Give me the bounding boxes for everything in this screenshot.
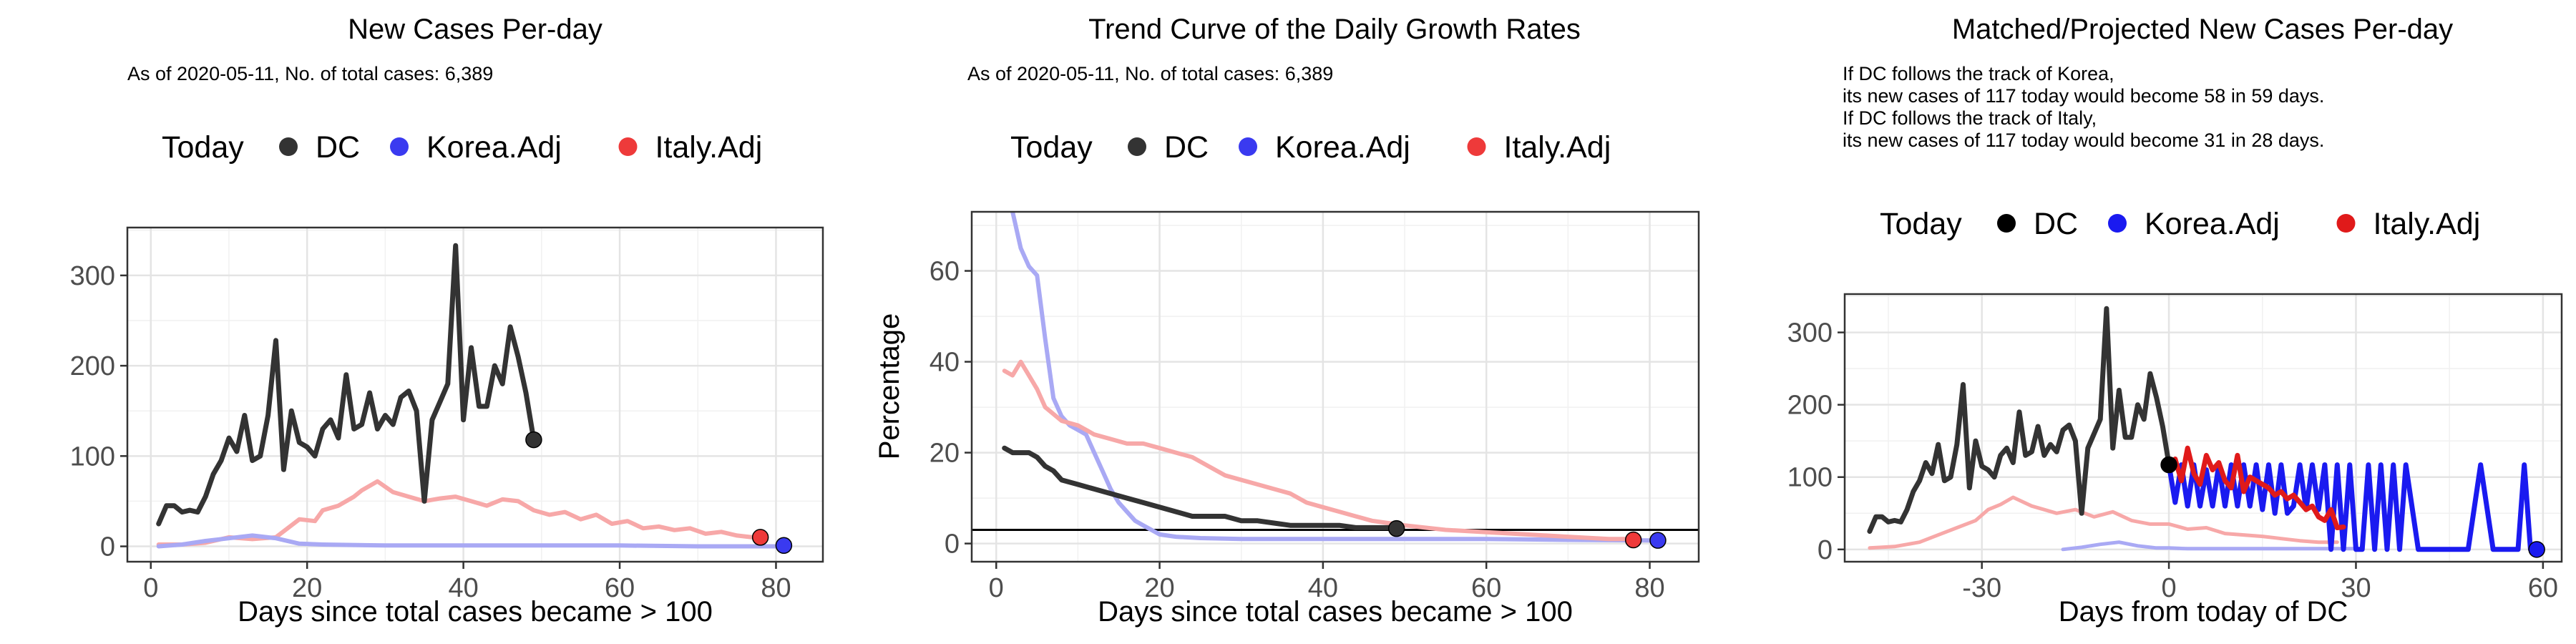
panel-1-y-tick-label: 200 bbox=[70, 351, 115, 381]
panel-1-x-tick-label: 80 bbox=[761, 573, 791, 603]
panel-2-point-italy-adj bbox=[1624, 531, 1642, 549]
panel-1-x-axis-label: Days since total cases became > 100 bbox=[238, 596, 713, 628]
panel-1-title: New Cases Per-day bbox=[348, 14, 602, 45]
panel-2-legend-title: Today bbox=[1010, 130, 1093, 165]
panel-2-legend-key-korea-adj bbox=[1239, 137, 1257, 156]
panel-3-plot-background bbox=[1845, 294, 2562, 562]
panel-3-series-korea-adj bbox=[2166, 462, 2540, 552]
panel-1-x-tick-label: 60 bbox=[605, 573, 635, 603]
panel-3-subtitle-line: If DC follows the track of Italy, bbox=[1843, 107, 2097, 129]
panel-2-y-tick-label: 60 bbox=[930, 257, 960, 287]
panel-3-legend-key-italy-adj bbox=[2336, 214, 2356, 233]
panel-1-subtitle-line: As of 2020-05-11, No. of total cases: 6,… bbox=[127, 63, 493, 84]
panel-3-x-tick-label: 0 bbox=[2162, 573, 2177, 603]
panel-3-point-korea-adj bbox=[2528, 541, 2545, 558]
panel-2-panel-border bbox=[970, 210, 1700, 563]
panel-2-series-dc bbox=[1002, 445, 1400, 532]
panel-1-legend-label: Italy.Adj bbox=[655, 130, 763, 165]
panel-3-point-dc bbox=[2160, 456, 2177, 474]
panel-1-legend-title: Today bbox=[162, 130, 244, 165]
panel-3-y-tick-label: 300 bbox=[1787, 318, 1833, 348]
panel-1-legend-key-dc bbox=[279, 137, 298, 156]
panel-3-y-tick-label: 200 bbox=[1787, 391, 1833, 421]
panel-3-panel-border bbox=[1843, 293, 2563, 563]
panel-1-legend-label: Korea.Adj bbox=[426, 130, 562, 165]
panel-1-panel-border bbox=[126, 226, 824, 563]
panel-3-legend-title: Today bbox=[1880, 207, 1962, 241]
panel-1-point-korea-adj bbox=[775, 537, 793, 555]
panel-2-y-tick-label: 0 bbox=[945, 530, 960, 560]
panel-2-y-tick-label: 40 bbox=[930, 348, 960, 378]
panel-1-y-tick-label: 100 bbox=[70, 441, 115, 472]
panel-2-x-axis-label: Days since total cases became > 100 bbox=[1098, 596, 1573, 628]
panel-3-subtitle-line: its new cases of 117 today would become … bbox=[1843, 85, 2324, 107]
panel-3-x-tick-label: -30 bbox=[1962, 573, 2001, 603]
panel-2-legend-key-italy-adj bbox=[1467, 137, 1486, 156]
panel-2-series-korea-adj bbox=[1010, 212, 1660, 543]
panel-2-point-dc bbox=[1387, 519, 1405, 537]
panel-1-legend-key-italy-adj bbox=[618, 137, 638, 156]
panel-2-legend-key-dc bbox=[1128, 137, 1146, 156]
panel-3-legend-key-korea-adj bbox=[2108, 214, 2127, 233]
panel-2-x-tick-label: 20 bbox=[1144, 573, 1174, 603]
panel-3-y-tick-label: 0 bbox=[1818, 535, 1833, 565]
panel-3-legend-label: Korea.Adj bbox=[2145, 207, 2280, 241]
panel-2-x-tick-label: 0 bbox=[989, 573, 1004, 603]
panel-2-x-tick-label: 80 bbox=[1634, 573, 1664, 603]
panel-1-legend-label: DC bbox=[316, 130, 360, 165]
panel-3-series-italy-adj bbox=[2166, 445, 2346, 530]
panel-1-point-dc bbox=[525, 431, 542, 449]
panel-2-series-italy-adj bbox=[1002, 359, 1636, 542]
panel-1-x-tick-label: 0 bbox=[143, 573, 158, 603]
panel-2-y-tick-label: 20 bbox=[930, 439, 960, 469]
panel-2-x-tick-label: 60 bbox=[1471, 573, 1501, 603]
panel-3-legend-key-dc bbox=[1997, 214, 2016, 233]
panel-3-x-axis-label: Days from today of DC bbox=[2059, 596, 2348, 628]
panel-1-x-tick-label: 20 bbox=[292, 573, 322, 603]
panel-3-subtitle-line: If DC follows the track of Korea, bbox=[1843, 63, 2114, 84]
panel-1-point-italy-adj bbox=[751, 529, 769, 546]
panel-3-legend-label: Italy.Adj bbox=[2373, 207, 2481, 241]
panel-1-series-italy-adj bbox=[156, 479, 763, 547]
panel-1-y-tick-label: 0 bbox=[100, 532, 115, 562]
panel-3-series-dc bbox=[1867, 306, 2172, 534]
panel-2-legend-label: DC bbox=[1164, 130, 1209, 165]
panel-3-y-tick-label: 100 bbox=[1787, 463, 1833, 493]
panel-1-x-tick-label: 40 bbox=[448, 573, 478, 603]
panel-3-x-tick-label: 30 bbox=[2341, 573, 2371, 603]
panel-2-point-korea-adj bbox=[1649, 532, 1667, 549]
panel-3-series-italy-adj-matched- bbox=[1868, 495, 2339, 550]
panel-2-title: Trend Curve of the Daily Growth Rates bbox=[1088, 14, 1581, 45]
panel-2-legend-label: Korea.Adj bbox=[1275, 130, 1410, 165]
panel-1-y-tick-label: 300 bbox=[70, 261, 115, 291]
panel-2-y-axis-label: Percentage bbox=[874, 313, 905, 460]
panel-1-series-korea-adj bbox=[156, 533, 786, 549]
panel-2-subtitle-line: As of 2020-05-11, No. of total cases: 6,… bbox=[967, 63, 1333, 84]
panel-2-x-tick-label: 40 bbox=[1308, 573, 1338, 603]
panel-2-legend-label: Italy.Adj bbox=[1504, 130, 1611, 165]
panel-3-subtitle-line: its new cases of 117 today would become … bbox=[1843, 130, 2324, 151]
panel-3-x-tick-label: 60 bbox=[2528, 573, 2558, 603]
panel-3-legend-label: DC bbox=[2034, 207, 2078, 241]
panel-1-series-dc bbox=[156, 243, 537, 527]
panel-3-series-korea-adj-matched- bbox=[2061, 540, 2358, 552]
panel-1-legend-key-korea-adj bbox=[390, 137, 409, 156]
panel-3-title: Matched/Projected New Cases Per-day bbox=[1952, 14, 2453, 45]
